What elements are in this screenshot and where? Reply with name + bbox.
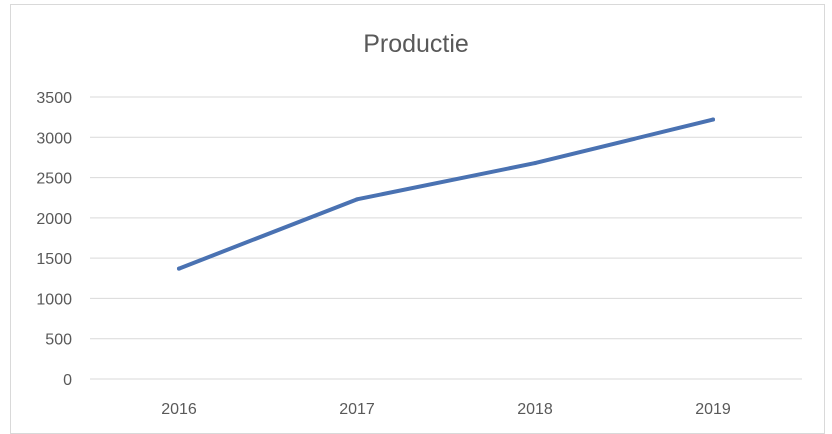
x-tick-label-2017: 2017 (339, 401, 375, 418)
chart-title: Productie (363, 30, 469, 58)
y-tick-label-3000: 3000 (36, 130, 72, 147)
x-tick-label-2019: 2019 (695, 401, 731, 418)
y-tick-label-1000: 1000 (36, 291, 72, 308)
y-tick-label-0: 0 (63, 372, 72, 389)
series-line-0 (177, 117, 715, 271)
y-tick-label-500: 500 (45, 332, 72, 349)
data-point-2017 (355, 197, 359, 202)
y-tick-label-1500: 1500 (36, 251, 72, 268)
data-point-2018 (533, 161, 537, 166)
chart-frame (10, 4, 825, 434)
data-point-2019 (711, 117, 715, 122)
data-point-2016 (177, 266, 181, 271)
x-tick-label-2018: 2018 (517, 401, 553, 418)
y-tick-label-2000: 2000 (36, 211, 72, 228)
x-tick-label-2016: 2016 (161, 401, 197, 418)
y-tick-label-2500: 2500 (36, 171, 72, 188)
y-tick-label-3500: 3500 (36, 90, 72, 107)
